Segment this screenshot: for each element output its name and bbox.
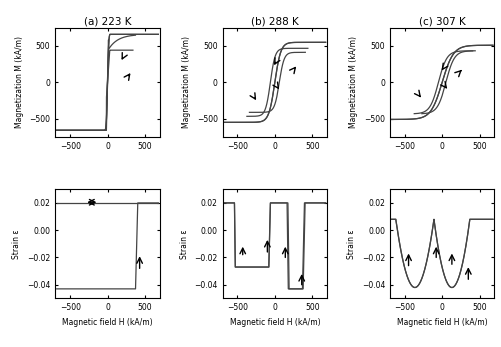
Title: (c) 307 K: (c) 307 K — [418, 17, 464, 27]
Title: (a) 223 K: (a) 223 K — [84, 17, 131, 27]
X-axis label: Magnetic field H (kA/m): Magnetic field H (kA/m) — [62, 318, 152, 327]
Y-axis label: Strain ε: Strain ε — [13, 229, 22, 259]
Y-axis label: Strain ε: Strain ε — [346, 229, 355, 259]
X-axis label: Magnetic field H (kA/m): Magnetic field H (kA/m) — [229, 318, 320, 327]
Y-axis label: Magnetization M (kA/m): Magnetization M (kA/m) — [15, 36, 24, 128]
Y-axis label: Strain ε: Strain ε — [179, 229, 188, 259]
Title: (b) 288 K: (b) 288 K — [250, 17, 298, 27]
Y-axis label: Magnetization M (kA/m): Magnetization M (kA/m) — [349, 36, 358, 128]
X-axis label: Magnetic field H (kA/m): Magnetic field H (kA/m) — [396, 318, 486, 327]
Y-axis label: Magnetization M (kA/m): Magnetization M (kA/m) — [182, 36, 191, 128]
